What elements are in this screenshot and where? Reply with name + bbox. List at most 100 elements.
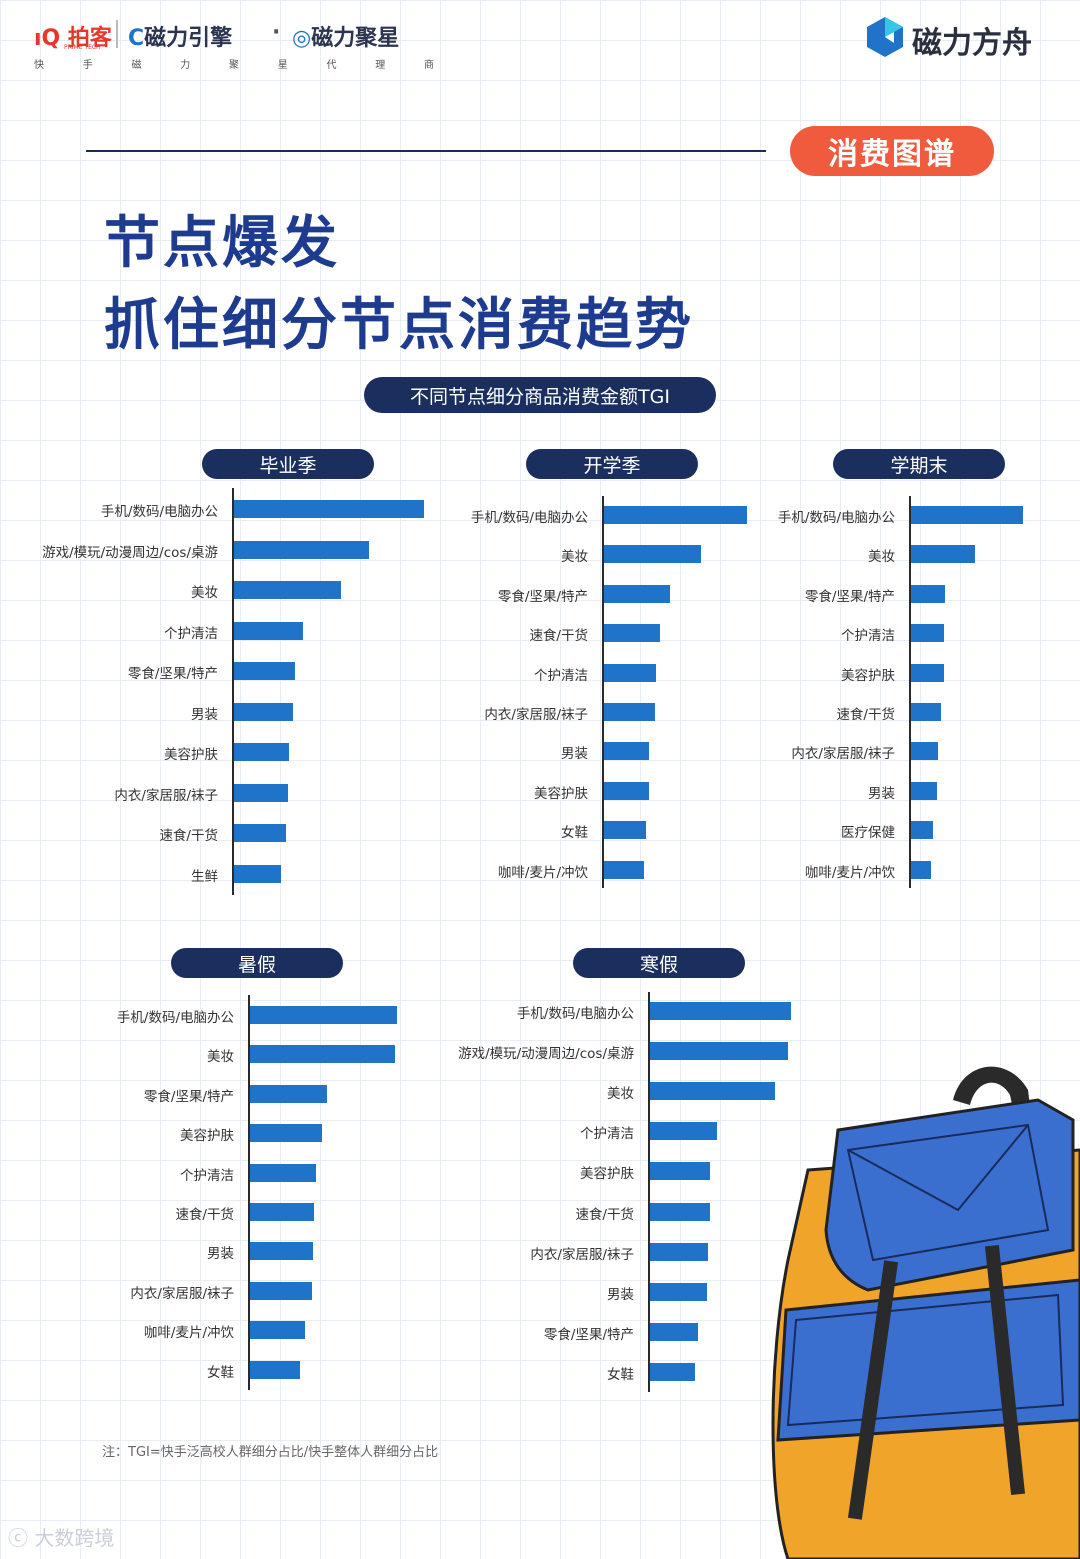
chart-title: 暑假 xyxy=(171,948,343,978)
divider xyxy=(116,20,118,48)
bar xyxy=(250,1321,305,1340)
category-label: 内衣/家居服/袜子 xyxy=(791,746,895,763)
brand-subline: 快手磁力聚星代理商 xyxy=(34,56,434,71)
bar xyxy=(250,1124,322,1143)
bar xyxy=(604,821,646,840)
bar xyxy=(250,1242,313,1261)
bar xyxy=(250,1084,327,1103)
category-label: 医疗保健 xyxy=(841,825,895,842)
bar xyxy=(604,663,656,682)
chart-title: 寒假 xyxy=(573,948,745,978)
backpack-illustration xyxy=(771,1066,1080,1559)
category-label: 美容护肤 xyxy=(580,1166,634,1183)
category-label: 女鞋 xyxy=(607,1366,634,1383)
category-label: 美妆 xyxy=(561,549,588,566)
chart-title: 开学季 xyxy=(526,449,698,479)
juxing-name: 磁力聚星 xyxy=(311,26,400,51)
category-label: 内衣/家居服/袜子 xyxy=(484,707,588,723)
category-label: 内衣/家居服/袜子 xyxy=(114,787,218,804)
bar xyxy=(604,781,649,800)
category-label: 咖啡/麦片/冲饮 xyxy=(143,1325,234,1342)
bar xyxy=(250,1045,395,1064)
chart-axis xyxy=(648,992,650,1392)
partner-logos: ıQ 拍客 PRIME TECH C磁力引擎 · ◎磁力聚星 快手磁力聚星代理商 xyxy=(34,18,454,71)
category-label: 美容护肤 xyxy=(534,785,588,802)
category-label: 手机/数码/电脑办公 xyxy=(777,510,895,526)
category-label: 速食/干货 xyxy=(175,1207,234,1223)
bar xyxy=(604,703,655,721)
bar xyxy=(234,500,424,518)
brand-subline-char: 磁 xyxy=(131,60,142,71)
bar xyxy=(234,581,341,599)
watermark: ⓒ 大数跨境 xyxy=(8,1526,115,1550)
page-title-line1: 节点爆发 xyxy=(104,211,340,276)
bar xyxy=(604,860,644,879)
category-label: 零食/坚果/特产 xyxy=(497,588,588,605)
category-label: 速食/干货 xyxy=(529,628,588,645)
brand-subline-char: 商 xyxy=(424,60,434,71)
category-label: 零食/坚果/特产 xyxy=(127,666,218,682)
paike-sub: PRIME TECH xyxy=(64,44,101,51)
paike-name: 拍客 xyxy=(67,26,112,51)
bar xyxy=(650,1082,775,1101)
category-label: 男装 xyxy=(207,1246,234,1263)
category-label: 女鞋 xyxy=(207,1364,234,1381)
page-title-line2: 抓住细分节点消费趋势 xyxy=(104,293,694,358)
category-label: 咖啡/麦片/冲饮 xyxy=(497,864,588,881)
chart-axis xyxy=(248,995,250,1390)
category-label: 女鞋 xyxy=(561,825,588,842)
bar xyxy=(911,663,944,682)
bar xyxy=(911,781,937,800)
paike-mark-icon: ıQ xyxy=(34,26,61,51)
category-label: 零食/坚果/特产 xyxy=(804,588,895,605)
category-label: 游戏/模玩/动漫周边/cos/桌游 xyxy=(42,544,218,561)
category-label: 美妆 xyxy=(207,1049,234,1066)
bar xyxy=(604,545,701,564)
bar xyxy=(911,624,944,643)
category-label: 内衣/家居服/袜子 xyxy=(530,1246,634,1263)
engine-logo: C磁力引擎 xyxy=(128,20,232,52)
bar xyxy=(911,703,941,721)
category-label: 个护清洁 xyxy=(164,625,218,642)
juxing-logo: ◎磁力聚星 xyxy=(292,20,399,52)
brand-subline-char: 聚 xyxy=(229,60,239,71)
bar xyxy=(234,540,369,559)
bar xyxy=(911,506,1023,524)
bar xyxy=(604,624,660,643)
category-label: 生鲜 xyxy=(191,868,218,885)
category-label: 个护清洁 xyxy=(534,667,588,684)
brand-subline-char: 快 xyxy=(34,60,44,71)
bar xyxy=(911,860,931,879)
category-label: 美妆 xyxy=(191,585,218,601)
category-label: 美容护肤 xyxy=(841,667,895,684)
watermark-logo-icon: ⓒ xyxy=(8,1526,28,1550)
category-label: 手机/数码/电脑办公 xyxy=(470,510,588,526)
category-label: 美妆 xyxy=(607,1086,634,1103)
category-label: 男装 xyxy=(561,746,588,763)
bar xyxy=(604,742,649,761)
chart-axis xyxy=(909,496,911,888)
category-label: 手机/数码/电脑办公 xyxy=(100,504,218,520)
chart-axis xyxy=(602,496,604,888)
category-label: 美容护肤 xyxy=(164,747,218,763)
category-label: 男装 xyxy=(868,785,895,802)
bar xyxy=(234,702,293,721)
brand-subline-char: 力 xyxy=(180,60,191,71)
chart-group-title: 不同节点细分商品消费金额TGI xyxy=(364,377,716,413)
bar xyxy=(250,1203,314,1221)
category-label: 速食/干货 xyxy=(836,707,895,723)
engine-name: 磁力引擎 xyxy=(144,26,233,51)
category-label: 零食/坚果/特产 xyxy=(543,1326,634,1343)
bar xyxy=(650,1242,708,1261)
chart-title: 毕业季 xyxy=(202,449,374,479)
bar xyxy=(250,1006,397,1024)
brand-subline-char: 星 xyxy=(277,60,288,71)
category-label: 咖啡/麦片/冲饮 xyxy=(804,864,895,881)
header-rule xyxy=(86,150,766,152)
bar xyxy=(234,743,289,761)
bar xyxy=(650,1202,710,1221)
bar xyxy=(250,1163,316,1182)
fangzhou-name: 磁力方舟 xyxy=(912,26,1032,61)
bar xyxy=(911,545,975,564)
bar xyxy=(650,1322,698,1341)
